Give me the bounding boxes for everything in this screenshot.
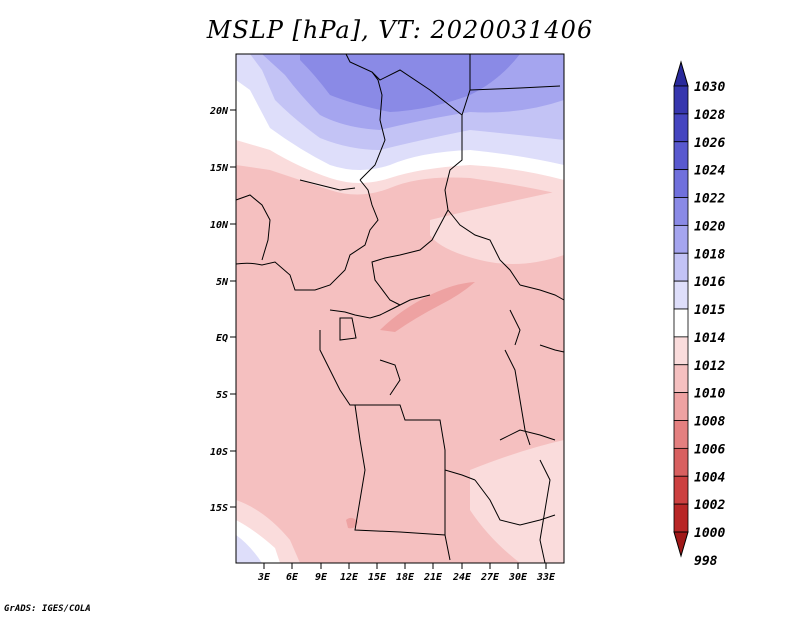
colorbar-label: 1004 [694, 470, 725, 485]
lat-label: 10S [210, 447, 228, 458]
lon-label: 24E [452, 572, 472, 583]
colorbar-segment [673, 113, 689, 143]
latitude-axis: 20N 15N 10N 5N EQ 5S 10S 15S [209, 106, 236, 514]
colorbar-segment [673, 447, 689, 477]
lon-label: 18E [396, 572, 415, 583]
pressure-field [236, 54, 564, 563]
colorbar-segment [673, 420, 689, 449]
colorbar-label: 1028 [694, 108, 725, 123]
colorbar-label: 998 [694, 554, 718, 569]
colorbar-segment [673, 280, 689, 310]
colorbar-segment [673, 169, 689, 198]
lon-label: 9E [315, 572, 328, 583]
colorbar-segment [673, 392, 689, 421]
colorbar-label: 1006 [694, 442, 725, 457]
colorbar-segment [673, 224, 689, 254]
footer-credit: GrADS: IGES/COLA [4, 604, 91, 614]
lat-label: 5S [216, 390, 228, 401]
colorbar-label: 1014 [694, 331, 725, 346]
longitude-axis: 3E 6E 9E 12E 15E 18E 21E 24E 27E 30E 33E [257, 563, 556, 583]
colorbar-segment [673, 197, 689, 226]
colorbar-label: 1012 [694, 359, 725, 374]
colorbar-label: 1000 [694, 526, 725, 541]
colorbar-label: 1026 [694, 136, 725, 151]
lon-label: 33E [536, 572, 556, 583]
colorbar-label: 1022 [694, 192, 725, 207]
colorbar-label: 1016 [694, 275, 725, 290]
map-title: MSLP [hPa], VT: 2020031406 [206, 16, 594, 44]
colorbar-segment [673, 60, 689, 87]
colorbar-label: 1015 [694, 303, 725, 318]
colorbar-segment [673, 475, 689, 505]
lat-label: 10N [210, 220, 229, 231]
colorbar-segment [673, 85, 689, 115]
lon-label: 3E [257, 572, 271, 583]
colorbar-label: 1010 [694, 387, 725, 402]
colorbar-label: 1008 [694, 415, 725, 430]
colorbar-label: 1002 [694, 498, 725, 513]
colorbar-segment [673, 141, 689, 171]
lat-label: 20N [209, 106, 229, 117]
colorbar-segment [673, 336, 689, 366]
lon-label: 30E [508, 572, 528, 583]
colorbar-label: 1024 [694, 164, 725, 179]
lat-label: 5N [216, 277, 229, 288]
colorbar-label: 1018 [694, 247, 725, 262]
colorbar: 1030 1028 1026 1024 1022 1020 1018 1016 1015 1014… [673, 60, 725, 569]
lon-label: 27E [480, 572, 500, 583]
lat-label: EQ [216, 333, 228, 344]
colorbar-segment [673, 531, 689, 558]
colorbar-segment [673, 252, 689, 282]
lat-label: 15N [210, 163, 229, 174]
lon-label: 12E [340, 572, 359, 583]
lon-label: 15E [368, 572, 387, 583]
colorbar-segment [673, 503, 689, 533]
map-frame [235, 53, 565, 564]
colorbar-segment [673, 308, 689, 338]
lon-label: 6E [286, 572, 299, 583]
lat-label: 15S [210, 503, 228, 514]
colorbar-segment [673, 364, 689, 394]
country-borders [235, 53, 565, 564]
colorbar-label: 1030 [694, 80, 725, 95]
lon-label: 21E [423, 572, 443, 583]
colorbar-label: 1020 [694, 219, 725, 234]
